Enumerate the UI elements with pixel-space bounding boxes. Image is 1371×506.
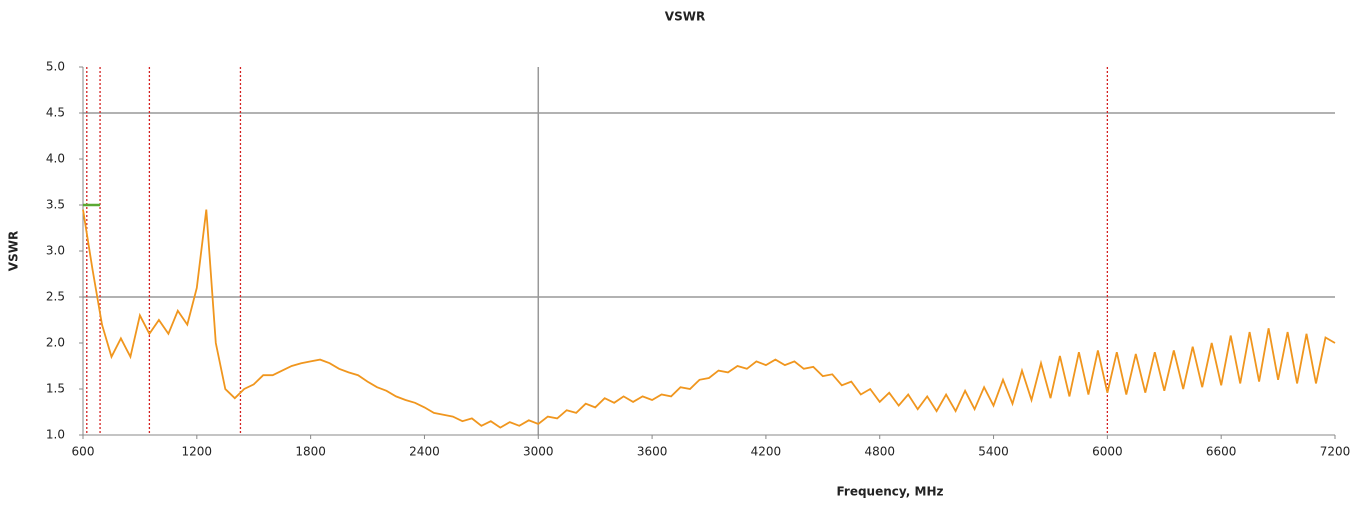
y-tick-label: 3.5: [46, 198, 65, 212]
y-tick-label: 5.0: [46, 60, 65, 74]
x-tick-label: 1200: [182, 445, 213, 459]
chart-title: VSWR: [665, 10, 705, 24]
x-tick-label: 2400: [409, 445, 440, 459]
x-tick-label: 6000: [1092, 445, 1123, 459]
x-tick-label: 6600: [1206, 445, 1237, 459]
x-tick-label: 600: [72, 445, 95, 459]
x-tick-label: 5400: [978, 445, 1009, 459]
y-tick-label: 3.0: [46, 244, 65, 258]
x-tick-label: 4200: [751, 445, 782, 459]
y-tick-label: 4.0: [46, 152, 65, 166]
y-tick-label: 2.0: [46, 336, 65, 350]
x-tick-label: 7200: [1320, 445, 1351, 459]
x-tick-label: 4800: [864, 445, 895, 459]
x-axis-label: Frequency, MHz: [836, 485, 943, 499]
y-tick-label: 1.0: [46, 428, 65, 442]
y-tick-label: 4.5: [46, 106, 65, 120]
x-tick-label: 1800: [295, 445, 326, 459]
data-line: [82, 209, 1336, 429]
x-tick-label: 3000: [523, 445, 554, 459]
y-tick-label: 2.5: [46, 290, 65, 304]
x-tick-label: 3600: [637, 445, 668, 459]
y-tick-label: 1.5: [46, 382, 65, 396]
y-axis-label: VSWR: [7, 231, 21, 271]
